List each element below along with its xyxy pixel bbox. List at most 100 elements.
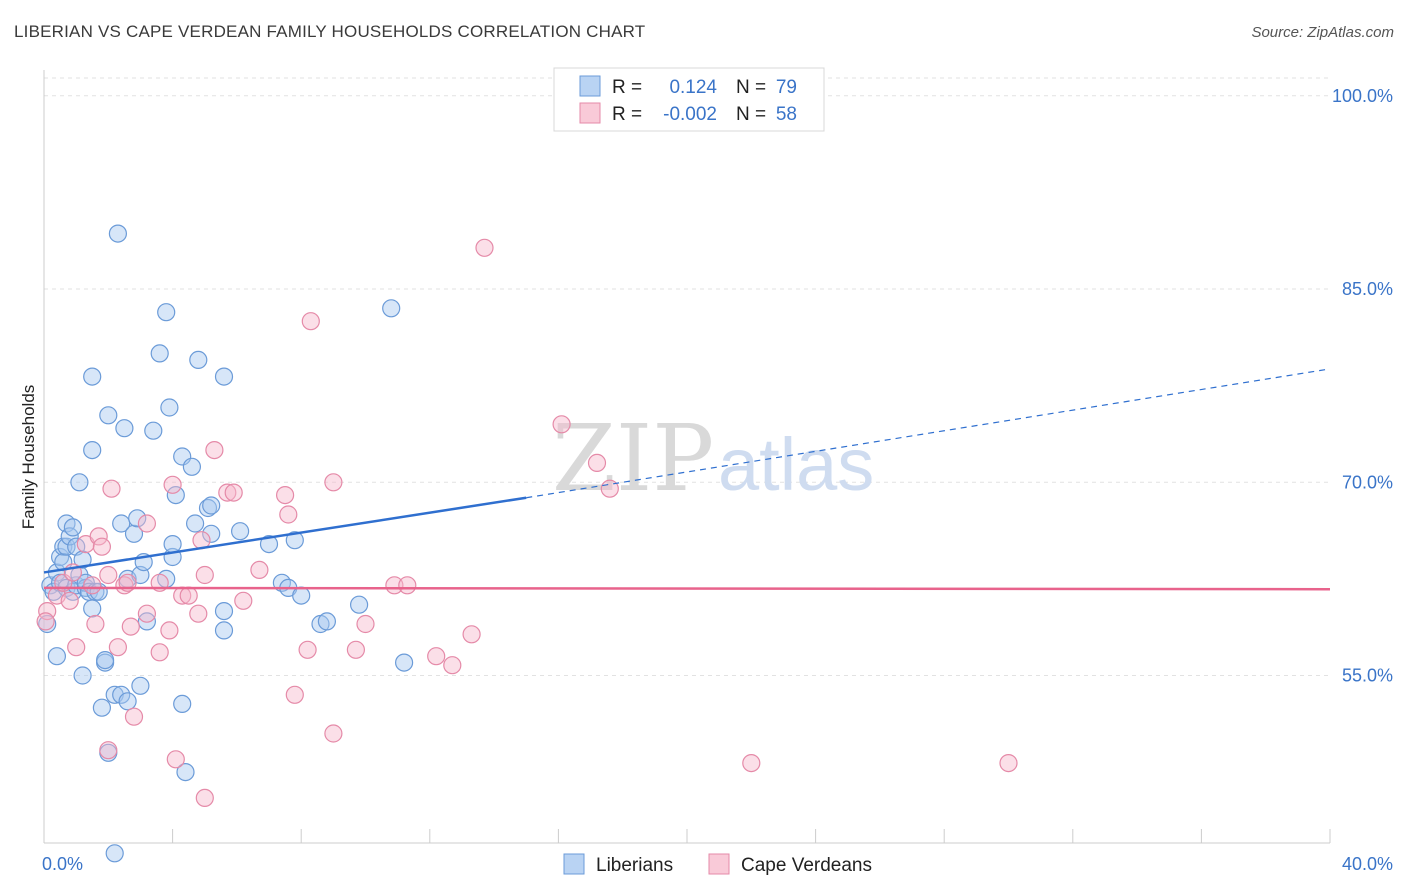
liberians-point [186, 514, 205, 533]
cape-verdeans-point [160, 621, 179, 640]
legend-r-value-liberians: 0.124 [669, 77, 717, 98]
bottom-legend-liberians: Liberians [596, 855, 673, 876]
cape-verdeans-point [108, 638, 128, 657]
liberians-point [137, 612, 156, 631]
liberians-point [259, 534, 279, 554]
series-legend: Liberians Cape Verdeans [563, 853, 872, 876]
chart-title: LIBERIAN VS CAPE VERDEAN FAMILY HOUSEHOL… [14, 22, 646, 41]
liberians-point [95, 650, 115, 670]
x-tick-label: 40.0% [1342, 854, 1393, 874]
legend-swatch-cape-verdeans [579, 102, 601, 124]
cape-verdeans-point [285, 685, 304, 704]
liberians-point [163, 534, 182, 554]
cape-verdeans-point [276, 486, 295, 505]
cape-verdeans-point [600, 479, 619, 498]
cape-verdeans-point [224, 483, 243, 502]
legend-n-value-liberians: 79 [776, 77, 797, 98]
cape-verdeans-point [999, 753, 1018, 773]
liberians-point [292, 586, 311, 605]
liberians-point [166, 486, 185, 505]
liberians-point [83, 441, 102, 460]
tick-labels: 55.0% 70.0% 85.0% 100.0% 0.0% 40.0% [42, 86, 1393, 874]
cape-verdeans-point [99, 565, 118, 585]
cape-verdeans-point [279, 505, 298, 524]
cape-verdeans-point [301, 312, 320, 331]
liberians-point [182, 457, 201, 476]
liberians-trend-line [43, 496, 527, 574]
data-points [36, 224, 1018, 863]
liberians-trend-extension [526, 368, 1331, 499]
bottom-legend-cape-verdeans: Cape Verdeans [741, 855, 872, 876]
legend-n-value-cape-verdeans: 58 [776, 104, 797, 125]
liberians-point [285, 531, 304, 550]
stats-legend: R = 0.124 N = 79 R = -0.002 N = 58 [553, 67, 825, 132]
liberians-point [202, 524, 221, 543]
cape-verdeans-point [462, 625, 481, 644]
liberians-point [83, 599, 102, 618]
cape-verdeans-point [189, 604, 208, 623]
legend-r-value-cape-verdeans: -0.002 [663, 104, 717, 125]
cape-verdeans-point [324, 473, 343, 492]
cape-verdeans-trend-line [43, 586, 1331, 591]
liberians-point [112, 685, 131, 704]
liberians-point [382, 299, 401, 318]
cape-verdeans-point [195, 565, 214, 585]
cape-verdeans-point [218, 483, 237, 502]
cape-verdeans-point [179, 586, 198, 605]
cape-verdeans-point [86, 614, 105, 634]
liberians-point [317, 612, 336, 631]
legend-r-label-2: R = [612, 104, 642, 125]
cape-verdeans-point [250, 560, 269, 580]
cape-verdeans-point [124, 707, 144, 726]
cape-verdeans-point [346, 640, 365, 659]
liberians-point [198, 498, 218, 518]
liberians-point [144, 421, 163, 440]
cape-verdeans-point [89, 527, 108, 546]
x-tick-label: 0.0% [42, 854, 83, 874]
source-label: Source: ZipAtlas.com [1251, 24, 1394, 41]
liberians-point [118, 692, 137, 711]
cape-verdeans-point [427, 647, 446, 666]
liberians-point [350, 595, 369, 614]
liberians-point [214, 621, 234, 640]
trend-lines [43, 368, 1331, 591]
cape-verdeans-point [121, 617, 140, 636]
legend-n-label-2: N = [736, 104, 766, 125]
liberians-point [124, 524, 144, 543]
liberians-point [73, 550, 92, 569]
cape-verdeans-point [92, 537, 112, 556]
watermark: ZIP atlas [552, 405, 874, 512]
watermark-zip: ZIP [552, 405, 714, 512]
y-axis-label: Family Households [19, 385, 38, 530]
gridlines [44, 77, 1330, 677]
liberians-point [176, 762, 195, 782]
cape-verdeans-point [398, 576, 417, 595]
cape-verdeans-point [443, 656, 462, 675]
liberians-point [131, 676, 150, 695]
cape-verdeans-point [36, 612, 55, 631]
cape-verdeans-point [475, 238, 494, 257]
cape-verdeans-point [195, 788, 214, 808]
bottom-legend-swatch-cape-verdeans [708, 853, 730, 875]
cape-verdeans-point [742, 753, 761, 773]
liberians-point [160, 398, 179, 417]
y-tick-label: 55.0% [1342, 666, 1393, 686]
cape-verdeans-point [324, 724, 343, 743]
y-tick-label: 85.0% [1342, 279, 1393, 299]
cape-verdeans-point [67, 638, 86, 657]
liberians-point [214, 601, 234, 621]
liberians-point [99, 406, 118, 425]
liberians-point [112, 514, 131, 533]
liberians-point [108, 224, 128, 243]
liberians-point [105, 844, 124, 863]
y-tick-label: 100.0% [1332, 86, 1393, 106]
cape-verdeans-point [102, 479, 121, 498]
liberians-point [92, 698, 112, 717]
bottom-legend-swatch-liberians [563, 853, 585, 875]
liberians-point [157, 303, 176, 322]
cape-verdeans-point [137, 604, 156, 623]
cape-verdeans-point [137, 514, 156, 533]
liberians-point [47, 647, 67, 666]
liberians-point [83, 367, 102, 386]
cape-verdeans-point [587, 453, 607, 472]
